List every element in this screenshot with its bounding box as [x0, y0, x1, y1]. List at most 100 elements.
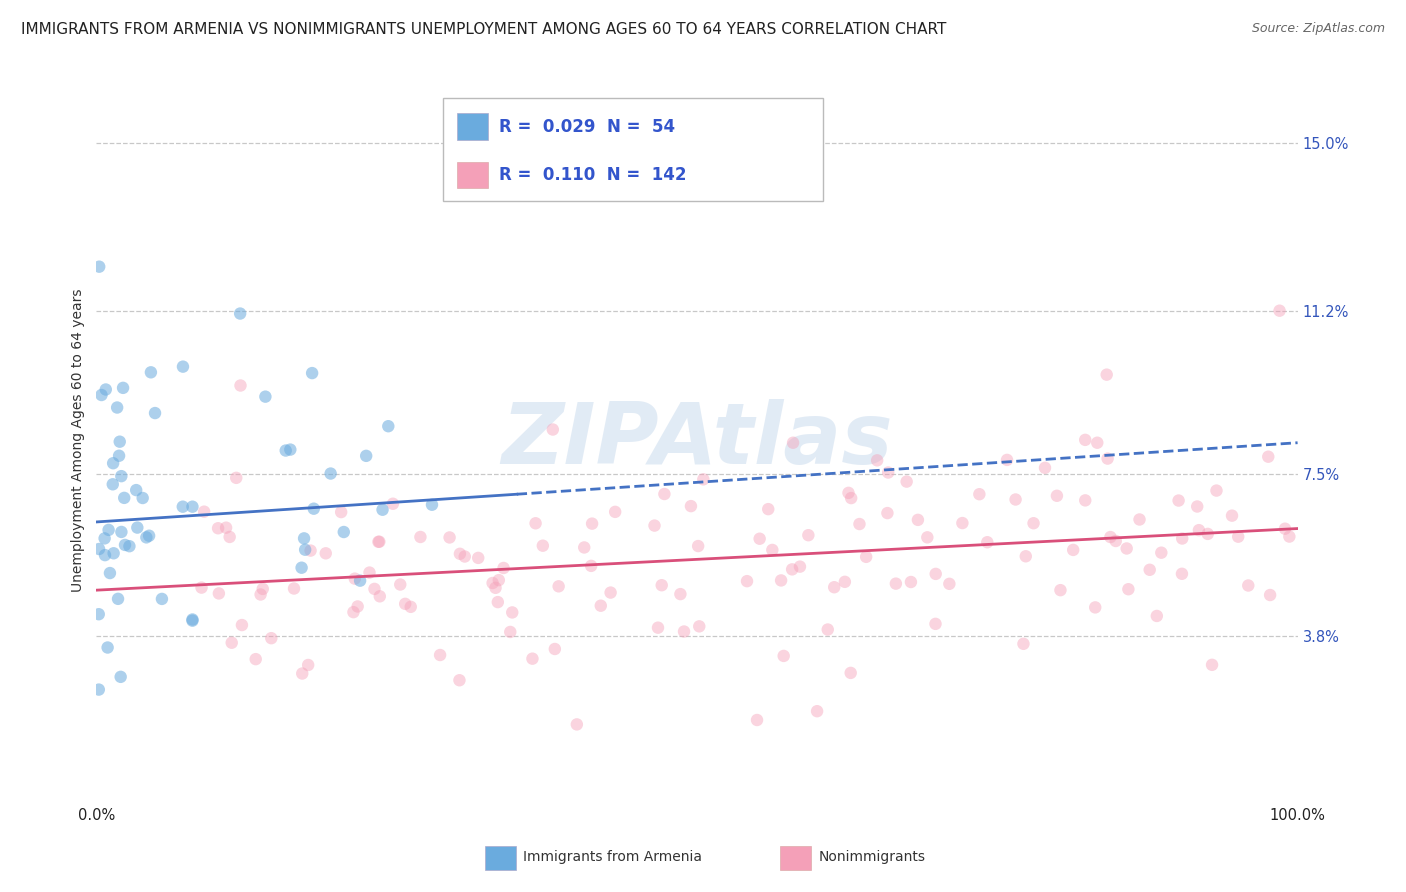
Point: [579, 558, 602, 573]
Point: [848, 516, 870, 531]
Point: [172, 359, 194, 374]
Point: [1171, 566, 1194, 581]
Point: [143, 406, 166, 420]
Point: [114, 538, 136, 552]
Text: Nonimmigrants: Nonimmigrants: [818, 850, 925, 864]
Point: [439, 531, 461, 545]
Point: [1227, 530, 1250, 544]
Point: [118, 539, 141, 553]
Point: [429, 648, 451, 662]
Point: [531, 539, 554, 553]
Point: [381, 497, 404, 511]
Point: [127, 520, 149, 534]
Point: [688, 619, 710, 633]
Point: [1167, 493, 1189, 508]
Point: [488, 573, 510, 587]
Point: [87, 682, 110, 697]
Point: [1220, 508, 1243, 523]
Point: [112, 491, 135, 505]
Point: [346, 599, 368, 614]
Point: [319, 467, 342, 481]
Point: [1150, 546, 1173, 560]
Point: [574, 541, 596, 555]
Point: [976, 535, 998, 549]
Point: [1188, 523, 1211, 537]
Point: [1033, 460, 1056, 475]
Point: [225, 471, 247, 485]
Point: [315, 546, 337, 560]
Point: [108, 434, 131, 449]
Point: [917, 530, 939, 544]
Point: [1257, 450, 1279, 464]
Point: [371, 502, 394, 516]
Point: [1015, 549, 1038, 564]
Point: [299, 543, 322, 558]
Point: [501, 606, 523, 620]
Point: [806, 704, 828, 718]
Point: [218, 530, 240, 544]
Point: [367, 534, 389, 549]
Point: [823, 580, 845, 594]
Point: [1197, 527, 1219, 541]
Point: [101, 477, 124, 491]
Y-axis label: Unemployment Among Ages 60 to 64 years: Unemployment Among Ages 60 to 64 years: [72, 289, 86, 592]
Point: [884, 576, 907, 591]
Point: [839, 665, 862, 680]
Point: [98, 566, 121, 580]
Point: [486, 595, 509, 609]
Point: [855, 549, 877, 564]
Point: [190, 581, 212, 595]
Point: [1062, 542, 1084, 557]
Point: [349, 574, 371, 588]
Point: [394, 597, 416, 611]
Point: [1171, 532, 1194, 546]
Point: [254, 390, 277, 404]
Point: [368, 534, 391, 549]
Point: [294, 542, 316, 557]
Point: [839, 491, 862, 505]
Point: [87, 541, 110, 556]
Point: [547, 579, 569, 593]
Point: [229, 307, 252, 321]
Point: [1074, 493, 1097, 508]
Point: [605, 505, 627, 519]
Point: [817, 623, 839, 637]
Point: [249, 587, 271, 601]
Point: [748, 532, 770, 546]
Point: [93, 532, 115, 546]
Point: [1099, 530, 1122, 544]
Point: [1146, 609, 1168, 624]
Point: [97, 640, 120, 655]
Point: [301, 366, 323, 380]
Point: [692, 472, 714, 486]
Point: [950, 516, 973, 530]
Point: [837, 486, 859, 500]
Point: [780, 562, 803, 576]
Point: [544, 642, 567, 657]
Point: [399, 599, 422, 614]
Point: [1278, 530, 1301, 544]
Point: [135, 530, 157, 544]
Point: [866, 453, 889, 467]
Point: [297, 657, 319, 672]
Point: [1205, 483, 1227, 498]
Point: [420, 498, 443, 512]
Point: [330, 505, 353, 519]
Point: [107, 591, 129, 606]
Point: [94, 548, 117, 562]
Point: [1128, 512, 1150, 526]
Point: [1187, 500, 1209, 514]
Point: [1274, 522, 1296, 536]
Text: ZIPAtlas: ZIPAtlas: [501, 399, 893, 482]
Point: [467, 550, 489, 565]
Point: [581, 516, 603, 531]
Point: [797, 528, 820, 542]
Text: Immigrants from Armenia: Immigrants from Armenia: [523, 850, 702, 864]
Point: [208, 586, 231, 600]
Point: [139, 365, 162, 379]
Point: [181, 500, 204, 514]
Point: [644, 518, 666, 533]
Point: [333, 524, 356, 539]
Point: [1095, 368, 1118, 382]
Point: [499, 624, 522, 639]
